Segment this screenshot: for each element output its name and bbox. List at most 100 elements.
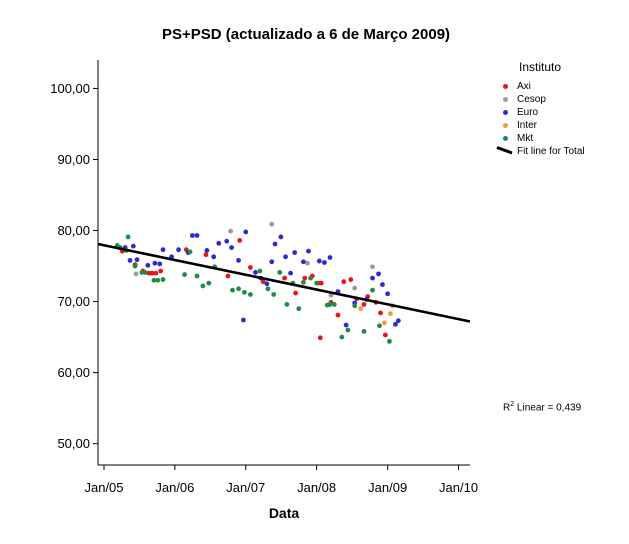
data-point-euro — [216, 240, 222, 246]
legend-marker — [503, 123, 508, 128]
data-point-mkt — [200, 283, 206, 289]
data-point-euro — [370, 275, 375, 281]
data-point-euro — [264, 281, 270, 287]
data-point-mkt — [271, 292, 277, 297]
data-point-cesop — [269, 221, 275, 227]
legend-entries: Axi Cesop Euro Inter Mkt Fit line for Total — [496, 80, 625, 158]
fit-line-layer — [97, 242, 471, 323]
x-axis-title: Data — [269, 505, 300, 521]
y-tick-label: 90,00 — [57, 152, 90, 167]
legend-marker — [503, 84, 508, 89]
data-point-euro — [321, 260, 327, 265]
legend: Instituto Axi Cesop Euro Inter Mkt Fit line f… — [496, 60, 625, 158]
data-point-mkt — [151, 277, 157, 283]
legend-label: Axi — [517, 81, 531, 92]
data-point-inter — [381, 320, 387, 326]
data-point-axi — [293, 290, 299, 296]
data-point-mkt — [361, 329, 367, 334]
data-point-mkt — [182, 272, 187, 277]
data-point-mkt — [339, 334, 345, 340]
legend-label: Mkt — [517, 133, 534, 144]
data-point-mkt — [345, 327, 351, 333]
x-tick-label: Jan/10 — [439, 480, 478, 495]
data-point-axi — [248, 265, 253, 270]
data-point-mkt — [284, 302, 290, 307]
legend-entry-axi: Axi — [497, 80, 625, 93]
x-tick-label: Jan/07 — [226, 480, 265, 495]
axes: 50,00 60,00 70,00 80,00 90,00 100,00 Jan/05 Jan… — [50, 60, 478, 521]
data-point-axi — [203, 252, 209, 258]
data-point-euro — [130, 243, 136, 249]
data-point-euro — [288, 270, 294, 276]
data-point-mkt — [241, 289, 247, 295]
data-point-inter — [358, 306, 364, 312]
data-point-euro — [292, 250, 298, 255]
y-tick-label: 60,00 — [57, 365, 90, 380]
legend-marker — [503, 110, 508, 115]
legend-label: Cesop — [517, 94, 546, 105]
data-point-cesop — [370, 264, 375, 270]
data-point-mkt — [308, 275, 313, 281]
r2-superscript: 2 — [510, 401, 515, 408]
data-point-axi — [237, 238, 243, 243]
r2-value: Linear = 0,439 — [514, 402, 582, 414]
r-squared-annotation: R2 Linear = 0,439 — [503, 401, 581, 413]
data-point-mkt — [194, 273, 200, 279]
data-point-euro — [145, 262, 151, 268]
legend-label: Fit line for Total — [517, 146, 585, 157]
legend-entry-cesop: Cesop — [497, 93, 625, 106]
legend-entry-inter: Inter — [497, 119, 625, 132]
data-point-mkt — [155, 277, 161, 283]
data-point-euro — [160, 247, 166, 253]
legend-entry-fit-line: Fit line for Total — [496, 145, 625, 158]
data-point-euro — [157, 261, 163, 267]
data-point-euro — [376, 271, 381, 277]
x-tick-label: Jan/08 — [297, 480, 336, 495]
data-point-mkt — [327, 302, 333, 307]
data-point-euro — [301, 259, 306, 265]
data-point-cesop — [305, 260, 310, 266]
x-tick-label: Jan/09 — [368, 480, 407, 495]
data-point-euro — [343, 322, 349, 328]
data-point-mkt — [132, 263, 138, 269]
data-point-mkt — [230, 287, 235, 293]
data-point-euro — [152, 260, 158, 266]
data-point-mkt — [265, 286, 271, 292]
data-point-cesop — [352, 285, 358, 291]
data-point-mkt — [387, 338, 392, 344]
data-point-euro — [393, 321, 398, 327]
r2-letter: R — [503, 402, 511, 414]
data-point-mkt — [142, 270, 148, 275]
data-point-axi — [153, 270, 159, 276]
data-point-axi — [318, 280, 324, 286]
legend-entry-mkt: Mkt — [497, 132, 625, 145]
data-point-euro — [229, 245, 234, 250]
x-tick-label: Jan/06 — [155, 480, 194, 495]
data-point-mkt — [331, 302, 337, 307]
data-point-mkt — [187, 249, 193, 255]
data-point-euro — [211, 254, 217, 260]
data-point-cesop — [228, 228, 234, 234]
fit-line — [97, 242, 471, 323]
data-point-euro — [204, 248, 210, 253]
legend-marker — [503, 136, 508, 141]
data-point-cesop — [133, 271, 139, 277]
data-point-mkt — [370, 287, 375, 293]
data-point-axi — [317, 335, 323, 341]
data-point-mkt — [206, 280, 212, 286]
data-point-euro — [243, 229, 249, 235]
data-point-euro — [385, 291, 391, 297]
data-point-axi — [260, 279, 266, 285]
data-points — [114, 221, 401, 344]
data-point-euro — [253, 270, 258, 275]
legend-line-marker — [496, 146, 513, 155]
data-point-euro — [316, 258, 322, 264]
data-point-euro — [327, 255, 333, 260]
data-point-axi — [341, 279, 347, 285]
data-point-axi — [335, 312, 341, 318]
data-point-axi — [149, 270, 155, 276]
data-point-euro — [224, 238, 230, 244]
legend-marker — [503, 97, 508, 102]
data-point-euro — [283, 254, 288, 260]
